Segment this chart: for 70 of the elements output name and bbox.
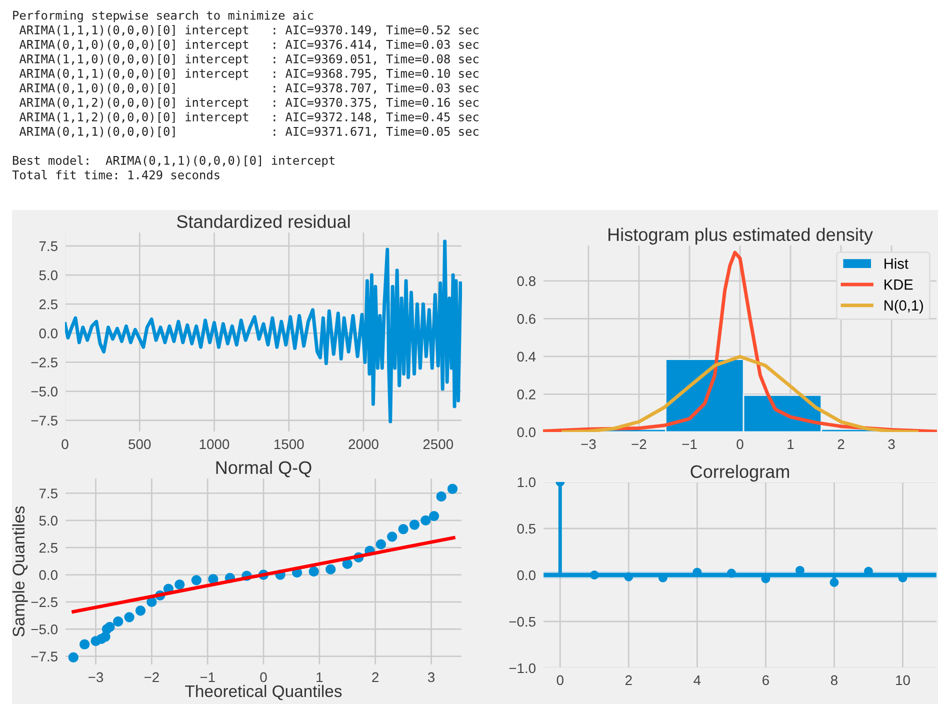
y-axis-title: Sample Quantiles: [12, 506, 28, 637]
y-tick-label: 1.0: [518, 477, 536, 488]
x-tick-label: −1: [682, 439, 697, 450]
y-tick-label: 0.5: [517, 524, 536, 534]
x-tick-label: 2: [838, 439, 844, 450]
x-tick-label: 2: [625, 675, 632, 686]
legend-label: Hist: [884, 258, 908, 269]
y-tick-label: −0.5: [509, 616, 536, 627]
y-tick-label: 0.0: [39, 570, 58, 580]
x-tick-label: −2: [632, 439, 646, 450]
y-tick-label: 0.4: [517, 352, 536, 362]
x-tick-label: 500: [128, 439, 151, 450]
x-tick-label: 2: [372, 672, 378, 682]
legend-label: N(0,1): [884, 300, 923, 314]
y-tick-label: 5.0: [39, 516, 58, 526]
x-tick-label: 0: [556, 675, 564, 686]
text: ARIMA(1,1,1)(0,0,0)[0] intercept : AIC=9370.149, Time=0.52 sec: [19, 25, 478, 37]
y-tick-label: 0.0: [517, 427, 536, 438]
y-tick-label: 2.5: [39, 542, 58, 553]
x-tick-label: 1: [316, 672, 323, 682]
x-tick-label: 0: [62, 439, 68, 450]
x-tick-label: 1: [788, 439, 794, 450]
legend-label: KDE: [884, 280, 913, 290]
y-tick-label: 0.8: [517, 276, 536, 286]
x-tick-label: −1: [200, 672, 215, 682]
x-tick-label: 6: [762, 675, 769, 686]
x-tick-label: 3: [428, 672, 434, 682]
chart-title: Standardized residual: [177, 214, 350, 228]
y-tick-label: −5.0: [31, 386, 58, 396]
x-tick-label: 0: [736, 439, 744, 450]
text: ARIMA(0,1,0)(0,0,0)[0] intercept : AIC=9376.414, Time=0.03 sec: [19, 40, 478, 52]
text: Best model: ARIMA(0,1,1)(0,0,0)[0] intercept: [12, 156, 334, 168]
text: ARIMA(0,1,2)(0,0,0)[0] intercept : AIC=9370.375, Time=0.16 sec: [19, 98, 478, 110]
text: ARIMA(0,1,1)(0,0,0)[0] : AIC=9371.671, Time=0.05 sec: [19, 126, 478, 138]
y-tick-label: 0.0: [39, 328, 58, 338]
y-tick-label: 0.0: [517, 570, 536, 580]
x-tick-label: 1500: [274, 439, 304, 450]
text: ARIMA(1,1,2)(0,0,0)[0] intercept : AIC=9372.148, Time=0.45 sec: [19, 112, 478, 124]
x-tick-label: −3: [88, 672, 104, 682]
y-tick-label: −2.5: [31, 358, 58, 368]
x-tick-label: −2: [144, 672, 159, 682]
chart-title: Normal Q-Q: [216, 460, 312, 478]
text: ARIMA(0,1,0)(0,0,0)[0] : AIC=9378.707, Time=0.03 sec: [19, 83, 478, 94]
y-tick-label: −1.0: [509, 663, 536, 674]
x-tick-label: −3: [581, 439, 596, 450]
x-tick-label: 10: [896, 675, 910, 686]
x-tick-label: 2000: [348, 439, 378, 450]
x-tick-label: 0: [260, 672, 267, 682]
x-tick-label: 2500: [423, 439, 454, 450]
y-tick-label: 7.5: [39, 241, 58, 252]
x-tick-label: 1000: [200, 439, 230, 450]
y-tick-label: 0.2: [517, 390, 536, 400]
text: ARIMA(1,1,0)(0,0,0)[0] intercept : AIC=9369.051, Time=0.08 sec: [19, 54, 478, 66]
y-tick-label: −5.0: [31, 624, 58, 634]
y-tick-label: −7.5: [31, 652, 58, 662]
chart-title: Correlogram: [690, 464, 789, 482]
x-axis-title: Theoretical Quantiles: [185, 684, 342, 700]
y-tick-label: 2.5: [39, 299, 58, 310]
text: ARIMA(0,1,1)(0,0,0)[0] intercept : AIC=9368.795, Time=0.10 sec: [19, 68, 478, 80]
x-tick-label: 4: [694, 675, 701, 686]
y-tick-label: −7.5: [31, 416, 58, 426]
x-tick-label: 3: [888, 439, 895, 450]
text: Total fit time: 1.429 seconds: [12, 170, 220, 180]
y-tick-label: 0.6: [517, 314, 536, 324]
y-tick-label: −2.5: [31, 597, 58, 608]
y-tick-label: 5.0: [39, 270, 58, 280]
chart-title: Histogram plus estimated density: [608, 228, 873, 245]
y-tick-label: 7.5: [39, 488, 58, 498]
x-tick-label: 8: [830, 675, 838, 686]
text: Performing stepwise search to minimize aic: [13, 10, 314, 22]
